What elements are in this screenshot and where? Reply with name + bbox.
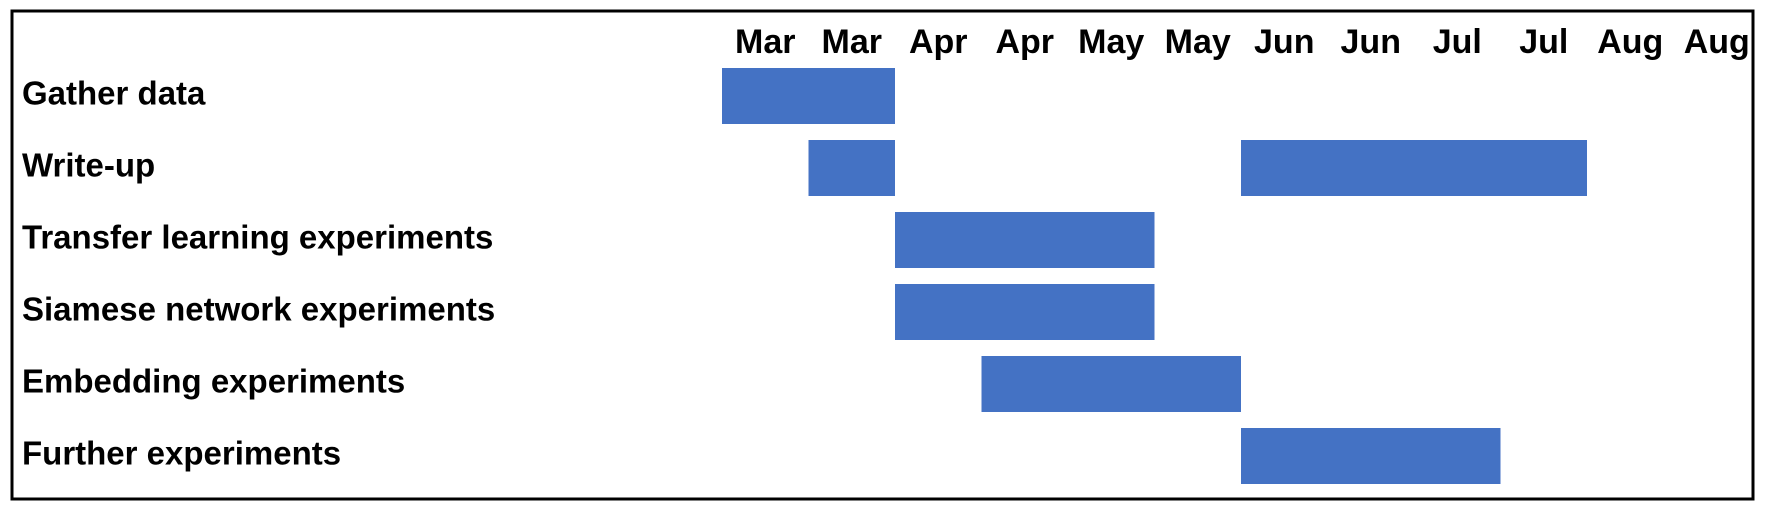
x-tick-label: Jun bbox=[1254, 23, 1314, 61]
task-bars bbox=[722, 68, 1587, 484]
x-tick-label: Jun bbox=[1341, 23, 1401, 61]
x-tick-label: Mar bbox=[735, 23, 795, 61]
task-label: Further experiments bbox=[22, 435, 341, 472]
x-tick-label: Aug bbox=[1684, 23, 1750, 61]
task-bar bbox=[722, 68, 895, 124]
x-tick-label: Apr bbox=[995, 23, 1054, 61]
x-tick-label: Jul bbox=[1519, 23, 1568, 61]
x-axis-ticks: Mar Mar Apr Apr May May Jun Jun Jul Jul Aug Aug bbox=[735, 23, 1750, 61]
task-label: Embedding experiments bbox=[22, 363, 405, 400]
x-tick-label: May bbox=[1078, 23, 1144, 61]
task-label: Transfer learning experiments bbox=[22, 219, 493, 256]
task-label: Write-up bbox=[22, 147, 155, 184]
task-bar bbox=[808, 140, 895, 196]
x-tick-label: Mar bbox=[822, 23, 882, 61]
x-tick-label: May bbox=[1165, 23, 1231, 61]
task-bar bbox=[981, 356, 1241, 412]
task-label: Gather data bbox=[22, 75, 206, 112]
task-bar bbox=[895, 212, 1155, 268]
task-bar bbox=[1241, 140, 1587, 196]
task-bar bbox=[1241, 428, 1501, 484]
task-label: Siamese network experiments bbox=[22, 291, 495, 328]
x-tick-label: Apr bbox=[909, 23, 968, 61]
x-tick-label: Aug bbox=[1597, 23, 1663, 61]
task-labels: Gather data Write-up Transfer learning exp… bbox=[22, 75, 495, 472]
task-bar bbox=[895, 284, 1155, 340]
x-tick-label: Jul bbox=[1433, 23, 1482, 61]
